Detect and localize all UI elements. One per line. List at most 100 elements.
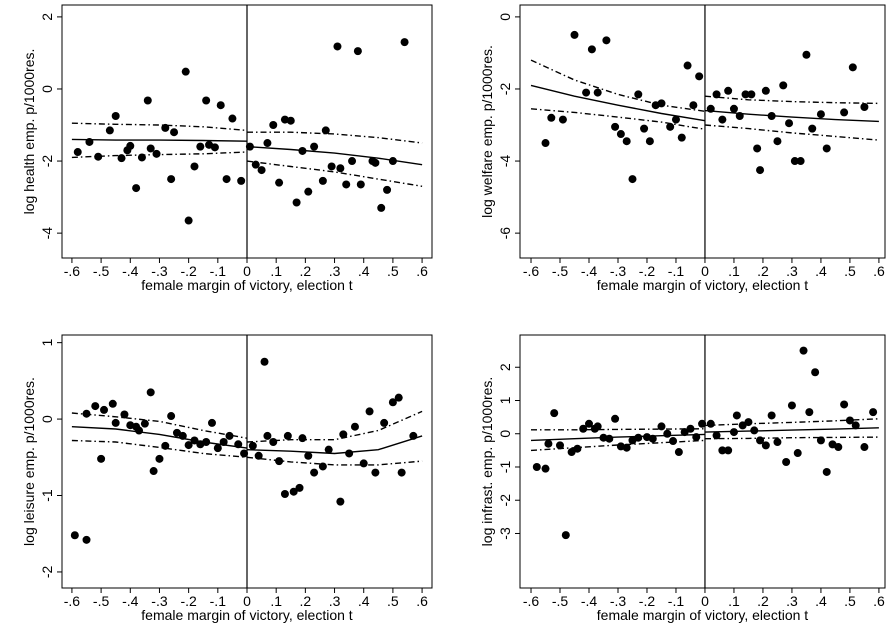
data-point	[269, 438, 278, 447]
data-point	[324, 445, 333, 454]
y-tick-label: 1	[497, 396, 513, 404]
data-point	[669, 437, 678, 446]
data-point	[184, 216, 193, 225]
data-point	[718, 446, 727, 455]
x-tick-label: .4	[358, 263, 370, 279]
data-point	[805, 408, 814, 417]
data-point	[738, 421, 747, 430]
x-tick-label: -.2	[639, 263, 656, 279]
data-point	[120, 410, 129, 419]
y-tick-label: 0	[497, 430, 513, 438]
data-point	[808, 124, 817, 133]
data-point	[356, 180, 365, 189]
data-point	[126, 141, 135, 150]
data-point	[706, 104, 715, 113]
data-point	[561, 531, 570, 540]
data-point	[556, 441, 565, 450]
x-tick-label: .2	[300, 593, 312, 609]
x-tick-label: -.6	[64, 593, 81, 609]
data-point	[767, 112, 776, 121]
data-point	[152, 149, 161, 158]
data-point	[611, 122, 620, 131]
x-tick-label: -.3	[610, 263, 627, 279]
ci-lower-line	[530, 108, 879, 141]
data-point	[140, 419, 149, 428]
x-tick-label: .4	[815, 593, 827, 609]
data-point	[260, 357, 269, 366]
x-tick-label: .5	[387, 263, 399, 279]
x-axis-label: female margin of victory, election t	[597, 277, 808, 293]
data-point	[605, 434, 614, 443]
data-point	[85, 137, 94, 146]
data-point	[161, 123, 170, 132]
x-tick-label: -.6	[523, 263, 540, 279]
data-point	[73, 148, 82, 157]
ci-upper-line	[71, 122, 423, 144]
data-point	[304, 451, 313, 460]
data-point	[348, 157, 357, 166]
y-tick-label: 0	[39, 85, 55, 93]
data-point	[611, 414, 620, 423]
y-tick-label: 1	[39, 339, 55, 347]
data-point	[295, 483, 304, 492]
data-point	[744, 418, 753, 427]
x-tick-label: -.4	[122, 593, 139, 609]
data-point	[207, 418, 216, 427]
data-point	[365, 407, 374, 416]
data-point	[773, 438, 782, 447]
data-point	[275, 457, 284, 466]
ci-upper-line	[530, 59, 879, 112]
data-point	[91, 402, 100, 411]
x-tick-label: .3	[329, 593, 341, 609]
data-point	[304, 187, 313, 196]
data-point	[570, 30, 579, 39]
y-tick-label: -3	[497, 527, 513, 540]
x-tick-label: .6	[416, 263, 428, 279]
data-point	[394, 393, 403, 402]
data-point	[677, 133, 686, 142]
x-tick-label: .1	[270, 263, 282, 279]
data-point	[732, 411, 741, 420]
data-point	[680, 428, 689, 437]
data-point	[729, 104, 738, 113]
data-point	[851, 421, 860, 430]
data-point	[167, 175, 176, 184]
x-tick-label: 0	[701, 593, 709, 609]
x-tick-label: .5	[387, 593, 399, 609]
data-point	[648, 434, 657, 443]
data-point	[336, 164, 345, 173]
data-point	[146, 388, 155, 397]
data-point	[698, 419, 707, 428]
data-point	[622, 443, 631, 452]
data-point	[155, 454, 164, 463]
data-point	[82, 535, 91, 544]
data-point	[761, 441, 770, 450]
data-point	[257, 166, 266, 175]
data-point	[657, 422, 666, 431]
data-point	[108, 399, 117, 408]
data-point	[729, 428, 738, 437]
data-point	[756, 436, 765, 445]
data-point	[137, 153, 146, 162]
x-tick-label: .3	[786, 593, 798, 609]
data-point	[248, 441, 257, 450]
data-point	[692, 433, 701, 442]
data-point	[622, 137, 631, 146]
x-tick-label: 0	[701, 263, 709, 279]
x-tick-label: .4	[815, 263, 827, 279]
data-point	[245, 142, 254, 151]
data-point	[616, 130, 625, 139]
data-point	[377, 203, 386, 212]
data-point	[593, 88, 602, 97]
data-point	[336, 497, 345, 506]
x-tick-label: .4	[358, 593, 370, 609]
data-point	[634, 90, 643, 99]
x-tick-label: .2	[757, 593, 769, 609]
y-tick-label: 2	[497, 363, 513, 371]
data-point	[105, 126, 114, 135]
data-point	[111, 112, 120, 121]
data-point	[170, 128, 179, 137]
data-point	[793, 449, 802, 458]
data-point	[225, 431, 234, 440]
x-tick-label: .1	[728, 263, 740, 279]
